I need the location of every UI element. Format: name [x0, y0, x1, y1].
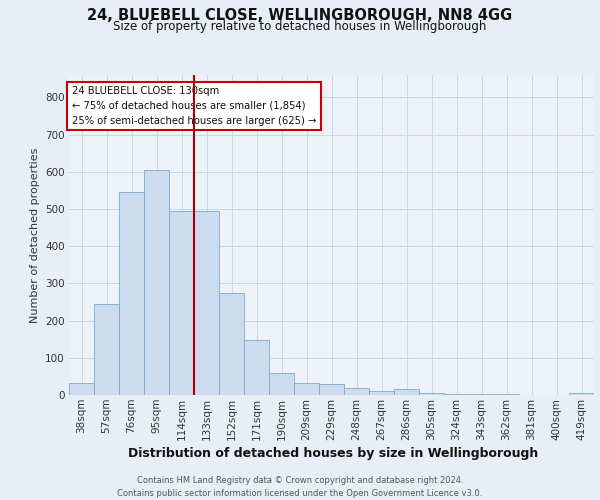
Bar [569, 393, 594, 395]
Bar [294, 383, 319, 395]
Text: 24 BLUEBELL CLOSE: 130sqm
← 75% of detached houses are smaller (1,854)
25% of se: 24 BLUEBELL CLOSE: 130sqm ← 75% of detac… [71, 86, 316, 126]
Bar [94, 304, 119, 395]
Bar [444, 394, 469, 395]
Bar [319, 384, 344, 395]
Y-axis label: Number of detached properties: Number of detached properties [29, 148, 40, 322]
Bar [119, 192, 144, 395]
Text: Size of property relative to detached houses in Wellingborough: Size of property relative to detached ho… [113, 20, 487, 33]
Bar [469, 394, 494, 395]
Bar [244, 340, 269, 395]
Bar [169, 211, 194, 395]
Bar [144, 170, 169, 395]
Bar [419, 393, 444, 395]
Text: Contains HM Land Registry data © Crown copyright and database right 2024.
Contai: Contains HM Land Registry data © Crown c… [118, 476, 482, 498]
Bar [344, 388, 369, 395]
Bar [194, 211, 219, 395]
Bar [494, 394, 519, 395]
Bar [394, 390, 419, 395]
Bar [69, 383, 94, 395]
Bar [369, 392, 394, 395]
Text: Distribution of detached houses by size in Wellingborough: Distribution of detached houses by size … [128, 448, 538, 460]
Bar [219, 292, 244, 395]
Text: 24, BLUEBELL CLOSE, WELLINGBOROUGH, NN8 4GG: 24, BLUEBELL CLOSE, WELLINGBOROUGH, NN8 … [88, 8, 512, 22]
Bar [269, 372, 294, 395]
